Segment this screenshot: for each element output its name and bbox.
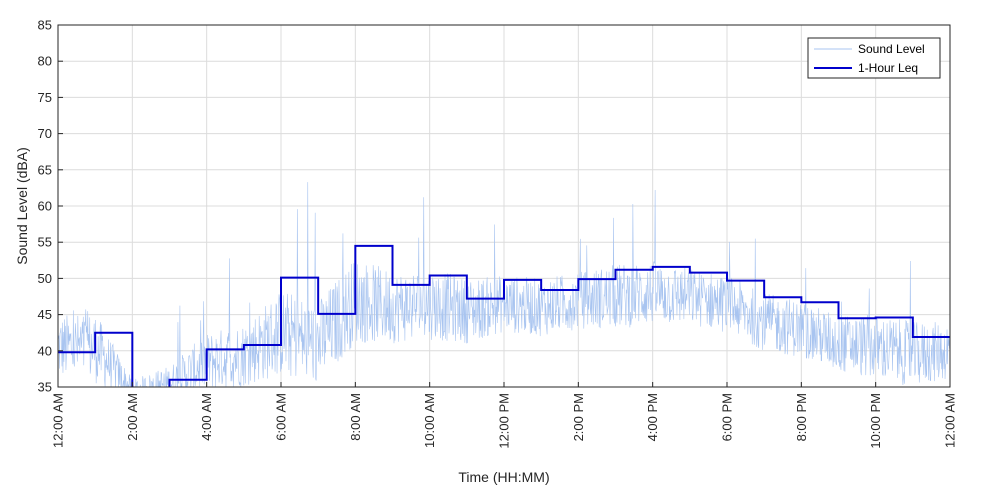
leq-series-line [58, 244, 950, 387]
y-axis-label: Sound Level (dBA) [14, 147, 30, 265]
legend-box [807, 37, 941, 79]
y-axis-ticks: 35 40 45 50 55 60 65 70 75 80 85 [38, 18, 63, 395]
x-tick-label: 12:00 AM [51, 393, 66, 448]
y-tick-label: 40 [38, 343, 52, 358]
y-tick-label: 65 [38, 162, 52, 177]
y-tick-label: 80 [38, 54, 52, 69]
x-tick-label: 2:00 AM [125, 393, 140, 441]
y-tick-label: 70 [38, 126, 52, 141]
y-tick-label: 60 [38, 199, 52, 214]
legend-label-leq: 1-Hour Leq [858, 61, 918, 75]
legend-label-sound-level: Sound Level [858, 42, 925, 56]
y-tick-label: 55 [38, 235, 52, 250]
x-tick-label: 6:00 AM [274, 393, 289, 441]
grid-lines [58, 25, 950, 387]
x-tick-label: 8:00 AM [348, 393, 363, 441]
y-tick-label: 50 [38, 271, 52, 286]
x-tick-label: 12:00 PM [497, 393, 512, 449]
y-tick-label: 75 [38, 90, 52, 105]
y-tick-label: 45 [38, 307, 52, 322]
x-tick-label: 4:00 AM [199, 393, 214, 441]
x-tick-label: 4:00 PM [645, 393, 660, 441]
x-tick-label: 8:00 PM [794, 393, 809, 441]
x-axis-label: Time (HH:MM) [458, 469, 549, 485]
x-tick-label: 6:00 PM [720, 393, 735, 441]
legend: Sound Level 1-Hour Leq [807, 37, 941, 79]
x-axis-ticks: 12:00 AM 2:00 AM 4:00 AM 6:00 AM 8:00 AM 10:0… [51, 382, 958, 449]
x-tick-label: 2:00 PM [571, 393, 586, 441]
x-tick-label: 12:00 AM [943, 393, 958, 448]
y-tick-label: 85 [38, 18, 52, 33]
x-tick-label: 10:00 AM [422, 393, 437, 448]
y-tick-label: 35 [38, 380, 52, 395]
x-tick-label: 10:00 PM [868, 393, 883, 449]
